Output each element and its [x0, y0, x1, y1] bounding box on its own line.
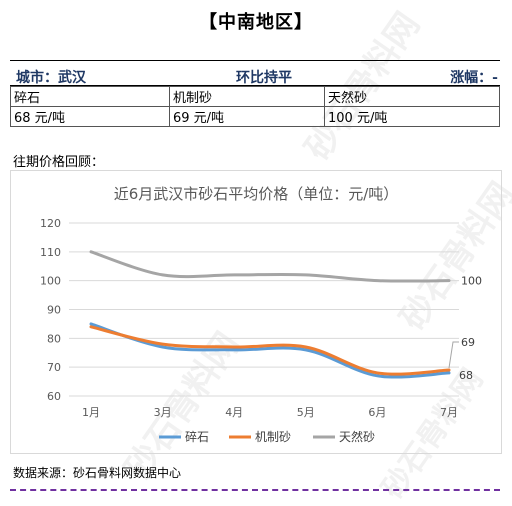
divider — [10, 60, 500, 61]
y-tick-label: 100 — [40, 275, 61, 288]
x-tick-label: 1月 — [82, 406, 100, 419]
x-tick-label: 4月 — [225, 406, 243, 419]
history-label: 往期价格回顾： — [13, 155, 105, 170]
divider — [10, 85, 500, 86]
product-name-cell: 碎石 — [10, 86, 170, 107]
legend-label: 天然砂 — [339, 429, 375, 444]
product-name-cell: 天然砂 — [324, 86, 500, 107]
leader-line — [448, 341, 459, 369]
data-source: 数据来源：砂石骨料网数据中心 — [13, 466, 182, 480]
y-tick-label: 70 — [47, 361, 61, 374]
table-row: 68 元/吨 69 元/吨 100 元/吨 — [10, 106, 500, 127]
summary-line: 城市：武汉 环比持平 涨幅：- — [14, 67, 498, 86]
bottom-divider — [10, 489, 500, 491]
price-cell: 68 元/吨 — [10, 106, 170, 127]
data-label: 68 — [459, 369, 473, 382]
series-line-2 — [89, 250, 451, 283]
legend-label: 机制砂 — [255, 430, 291, 444]
change-label: 环比持平 — [236, 70, 292, 86]
chart-title: 近6月武汉市砂石平均价格（单位：元/吨） — [114, 185, 399, 203]
table-row: 碎石 机制砂 天然砂 — [10, 86, 500, 107]
data-label: 100 — [461, 275, 482, 288]
line-chart: 近6月武汉市砂石平均价格（单位：元/吨） 60 70 80 90 100 110 120 1月 3… — [40, 185, 482, 444]
price-cell: 69 元/吨 — [169, 106, 325, 127]
region-title: 【中南地区】 — [199, 12, 313, 33]
product-name-cell: 机制砂 — [169, 86, 325, 107]
data-label: 69 — [461, 336, 475, 349]
amplitude-label: 涨幅：- — [450, 70, 498, 86]
price-chart: 近6月武汉市砂石平均价格（单位：元/吨） 60 70 80 90 100 110 120 1月 3… — [10, 170, 502, 454]
y-tick-label: 110 — [40, 246, 61, 259]
price-table: 碎石 机制砂 天然砂 68 元/吨 69 元/吨 100 元/吨 — [10, 86, 500, 127]
y-tick-label: 80 — [47, 332, 61, 345]
series-line-0 — [89, 322, 451, 379]
x-tick-label: 3月 — [154, 406, 172, 419]
city-label: 城市：武汉 — [16, 70, 86, 86]
y-tick-label: 60 — [47, 390, 61, 403]
x-tick-label: 7月 — [440, 406, 458, 419]
price-cell: 100 元/吨 — [324, 106, 500, 127]
x-tick-label: 5月 — [297, 406, 315, 419]
series-line-1 — [89, 325, 451, 376]
legend-label: 碎石 — [185, 429, 209, 444]
y-tick-label: 90 — [47, 304, 61, 317]
x-tick-label: 6月 — [368, 406, 386, 419]
y-tick-label: 120 — [40, 217, 61, 230]
